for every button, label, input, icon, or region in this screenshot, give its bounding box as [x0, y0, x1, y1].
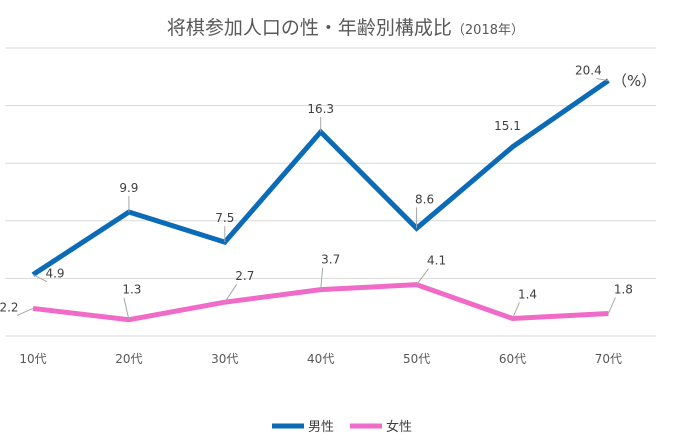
x-tick-label: 10代 — [19, 352, 46, 366]
gridlines — [5, 47, 656, 337]
leader-line — [32, 274, 48, 283]
leader-line — [123, 297, 130, 320]
data-label: 20.4 — [575, 64, 602, 78]
data-label: 4.1 — [427, 254, 446, 268]
data-label: 8.6 — [415, 192, 434, 206]
x-axis-ticks: 10代 20代 30代 40代 50代 60代 70代 — [19, 352, 622, 366]
data-label: 9.9 — [119, 181, 138, 195]
x-tick-label: 40代 — [307, 352, 334, 366]
data-label: 2.2 — [0, 300, 19, 314]
data-label: 4.9 — [45, 267, 64, 281]
data-label: 7.5 — [215, 211, 234, 225]
data-label: 2.7 — [235, 269, 254, 283]
data-label: 3.7 — [321, 253, 340, 267]
leader-line — [224, 283, 238, 303]
legend-label: 女性 — [386, 419, 412, 435]
data-label: 1.3 — [122, 283, 141, 297]
data-label: 1.4 — [518, 287, 537, 301]
series-group: 4.9 9.9 7.5 16.3 8.6 15.1 20.4 2.2 1.3 2.7 3.7 4.1 1… — [0, 64, 633, 323]
data-label: 15.1 — [494, 119, 521, 133]
x-tick-label: 70代 — [595, 352, 622, 366]
chart-title-main: 将棋参加人口の性・年齢別構成比 — [167, 17, 452, 39]
data-label: 16.3 — [307, 102, 334, 116]
legend-label: 男性 — [308, 420, 334, 435]
unit-label: （%） — [612, 72, 656, 90]
chart-title: 将棋参加人口の性・年齢別構成比（2018年） — [167, 17, 524, 39]
x-tick-label: 60代 — [499, 352, 526, 366]
legend: 男性 女性 — [272, 419, 412, 435]
data-label: 1.8 — [614, 282, 633, 296]
leader-line — [596, 78, 609, 82]
leader-line — [320, 267, 324, 290]
chart-title-year: （2018年） — [452, 23, 524, 38]
leader-line — [416, 268, 430, 285]
x-tick-label: 50代 — [403, 352, 430, 366]
leader-line — [607, 297, 616, 314]
x-tick-label: 30代 — [211, 352, 238, 366]
leader-line — [512, 302, 520, 319]
x-tick-label: 20代 — [115, 352, 142, 366]
leader-line — [16, 307, 34, 316]
